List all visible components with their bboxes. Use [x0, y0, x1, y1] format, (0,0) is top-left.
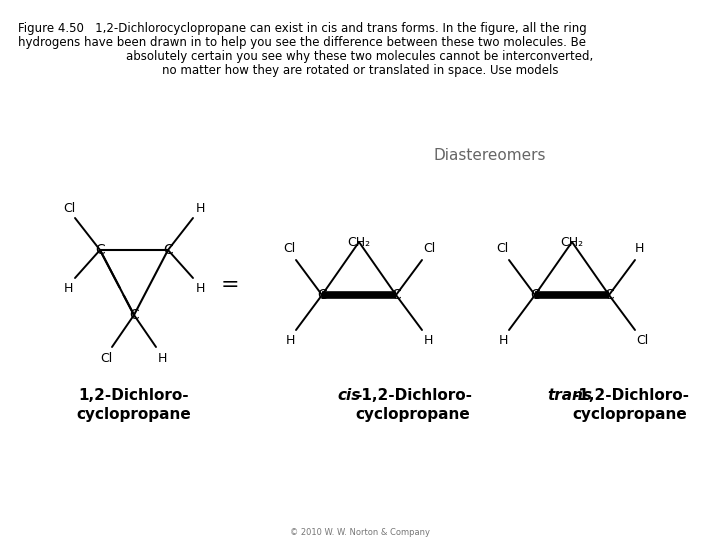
- Text: hydrogens have been drawn in to help you see the difference between these two mo: hydrogens have been drawn in to help you…: [18, 36, 586, 49]
- Text: C: C: [95, 243, 105, 257]
- Text: H: H: [423, 334, 433, 348]
- Text: H: H: [634, 242, 644, 255]
- Text: Cl: Cl: [496, 242, 508, 255]
- Text: Cl: Cl: [63, 201, 75, 214]
- Text: Cl: Cl: [636, 334, 648, 348]
- Text: 1,2-Dichloro-
cyclopropane: 1,2-Dichloro- cyclopropane: [76, 388, 192, 422]
- Text: H: H: [195, 201, 204, 214]
- Text: =: =: [221, 275, 239, 295]
- Text: C: C: [129, 308, 139, 322]
- Text: H: H: [498, 334, 508, 348]
- Text: H: H: [285, 334, 294, 348]
- Text: © 2010 W. W. Norton & Company: © 2010 W. W. Norton & Company: [290, 528, 430, 537]
- Text: C: C: [604, 288, 614, 302]
- Text: Cl: Cl: [100, 352, 112, 365]
- Text: cis: cis: [337, 388, 361, 403]
- Text: C: C: [391, 288, 401, 302]
- Text: trans: trans: [547, 388, 592, 403]
- Text: H: H: [63, 282, 73, 295]
- Text: Figure 4.50   1,2-Dichlorocyclopropane can exist in cis and trans forms. In the : Figure 4.50 1,2-Dichlorocyclopropane can…: [18, 22, 587, 35]
- Text: C: C: [530, 288, 540, 302]
- Text: Cl: Cl: [423, 242, 435, 255]
- Text: Diastereomers: Diastereomers: [433, 148, 546, 163]
- Text: -1,2-Dichloro-
cyclopropane: -1,2-Dichloro- cyclopropane: [572, 388, 689, 422]
- Text: CH₂: CH₂: [560, 235, 584, 248]
- Text: H: H: [157, 352, 167, 365]
- Text: C: C: [317, 288, 327, 302]
- Text: Cl: Cl: [283, 242, 295, 255]
- Text: C: C: [163, 243, 173, 257]
- Text: -1,2-Dichloro-
cyclopropane: -1,2-Dichloro- cyclopropane: [355, 388, 472, 422]
- Text: no matter how they are rotated or translated in space. Use models: no matter how they are rotated or transl…: [162, 64, 558, 77]
- Text: H: H: [195, 282, 204, 295]
- Text: absolutely certain you see why these two molecules cannot be interconverted,: absolutely certain you see why these two…: [127, 50, 593, 63]
- Text: CH₂: CH₂: [348, 235, 371, 248]
